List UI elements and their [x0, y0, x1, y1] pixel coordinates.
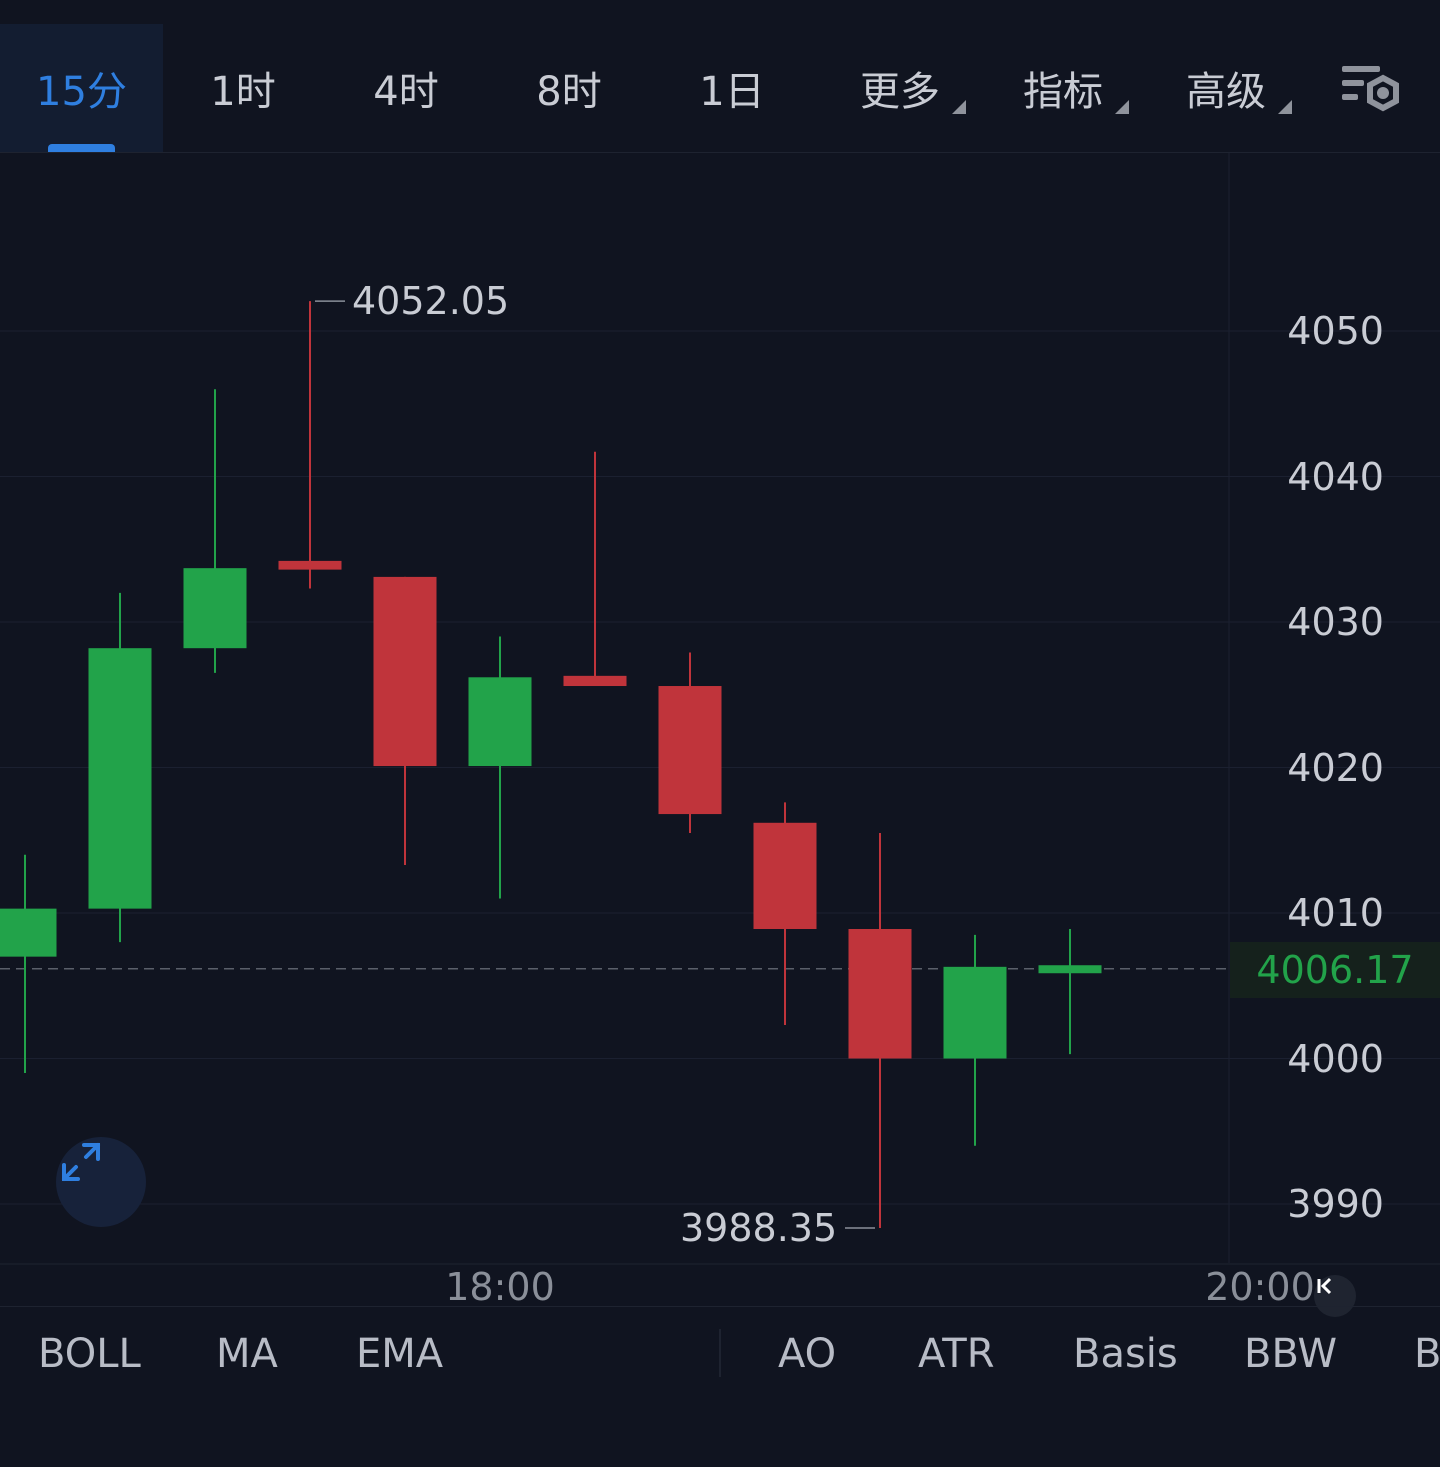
- last-price-badge: 4006.17: [1230, 942, 1440, 998]
- price-tick-label: 4030: [1287, 600, 1384, 644]
- candle-body-down: [563, 675, 627, 687]
- tab-1h-label: 1时: [210, 69, 276, 115]
- dropdown-corner-icon: [1115, 100, 1129, 114]
- tab-8h[interactable]: 8时: [489, 24, 649, 152]
- dropdown-corner-icon: [952, 100, 966, 114]
- candle-body-up: [0, 908, 57, 957]
- tab-4h[interactable]: 4时: [326, 24, 486, 152]
- indicator-ma[interactable]: MA: [216, 1331, 278, 1377]
- advanced-dropdown[interactable]: 高级: [1146, 24, 1306, 152]
- indicator-basis[interactable]: Basis: [1073, 1331, 1178, 1377]
- candle-body-down: [373, 576, 437, 767]
- active-tab-indicator: [48, 144, 115, 152]
- indicators-dropdown[interactable]: 指标: [983, 24, 1143, 152]
- price-tick-label: 4050: [1287, 309, 1384, 353]
- time-tick-label: 20:00: [1205, 1265, 1315, 1309]
- expand-icon: [62, 1143, 100, 1181]
- indicator-ao[interactable]: AO: [778, 1331, 837, 1377]
- candle-body-down: [278, 560, 342, 570]
- tab-1d-label: 1日: [699, 69, 765, 115]
- candle-body-down: [848, 929, 912, 1059]
- indicator-divider: [719, 1329, 721, 1377]
- candle-body-up: [943, 966, 1007, 1059]
- tab-15m[interactable]: 15分: [0, 24, 163, 152]
- more-label: 更多: [860, 69, 940, 115]
- indicator-bbw[interactable]: BBW: [1244, 1331, 1338, 1377]
- candle-body-down: [658, 686, 722, 815]
- candle-body-up: [183, 568, 247, 649]
- last-price-label: 4006.17: [1256, 948, 1414, 992]
- more-dropdown[interactable]: 更多: [820, 24, 980, 152]
- scroll-to-latest-button[interactable]: [1314, 1275, 1356, 1317]
- chart-settings-button[interactable]: [1338, 60, 1406, 120]
- tab-8h-label: 8时: [536, 69, 602, 115]
- tab-4h-label: 4时: [373, 69, 439, 115]
- chart-canvas: [0, 153, 1440, 1265]
- price-tick-label: 4040: [1287, 454, 1384, 499]
- timeframe-bar: 15分 1时 4时 8时 1日 更多 指标 高级: [0, 0, 1440, 153]
- indicator-atr[interactable]: ATR: [918, 1331, 995, 1377]
- expand-chart-button[interactable]: [56, 1137, 146, 1227]
- chart-settings-icon: [1342, 66, 1399, 112]
- candle-body-up: [468, 677, 532, 767]
- low-price-label: 3988.35: [680, 1206, 838, 1250]
- indicators-label: 指标: [1023, 69, 1103, 115]
- price-tick-label: 4010: [1287, 891, 1384, 935]
- high-price-label: 4052.05: [352, 279, 510, 324]
- tab-1d[interactable]: 1日: [652, 24, 812, 152]
- price-tick-label: 4000: [1287, 1036, 1384, 1081]
- tab-15m-label: 15分: [36, 69, 127, 115]
- indicator-b[interactable]: B: [1414, 1331, 1440, 1377]
- advanced-label: 高级: [1186, 69, 1266, 115]
- scroll-to-latest-icon: [1317, 1277, 1332, 1295]
- price-tick-label: 3990: [1287, 1182, 1384, 1226]
- price-tick-label: 4020: [1287, 745, 1384, 790]
- indicator-boll[interactable]: BOLL: [38, 1331, 141, 1377]
- candle-body-up: [88, 648, 152, 909]
- tab-1h[interactable]: 1时: [163, 24, 323, 152]
- candle-body-down: [753, 822, 817, 930]
- dropdown-corner-icon: [1278, 100, 1292, 114]
- time-tick-label: 18:00: [445, 1265, 555, 1309]
- indicator-ema[interactable]: EMA: [356, 1331, 444, 1377]
- indicator-bar: BOLL MA EMA AO ATR Basis BBW B: [0, 1306, 1440, 1467]
- candlestick-chart[interactable]: 4050 4040 4030 4020 4010 4000 3990 4006.17 405…: [0, 153, 1440, 1317]
- candle-body-up: [1038, 965, 1102, 974]
